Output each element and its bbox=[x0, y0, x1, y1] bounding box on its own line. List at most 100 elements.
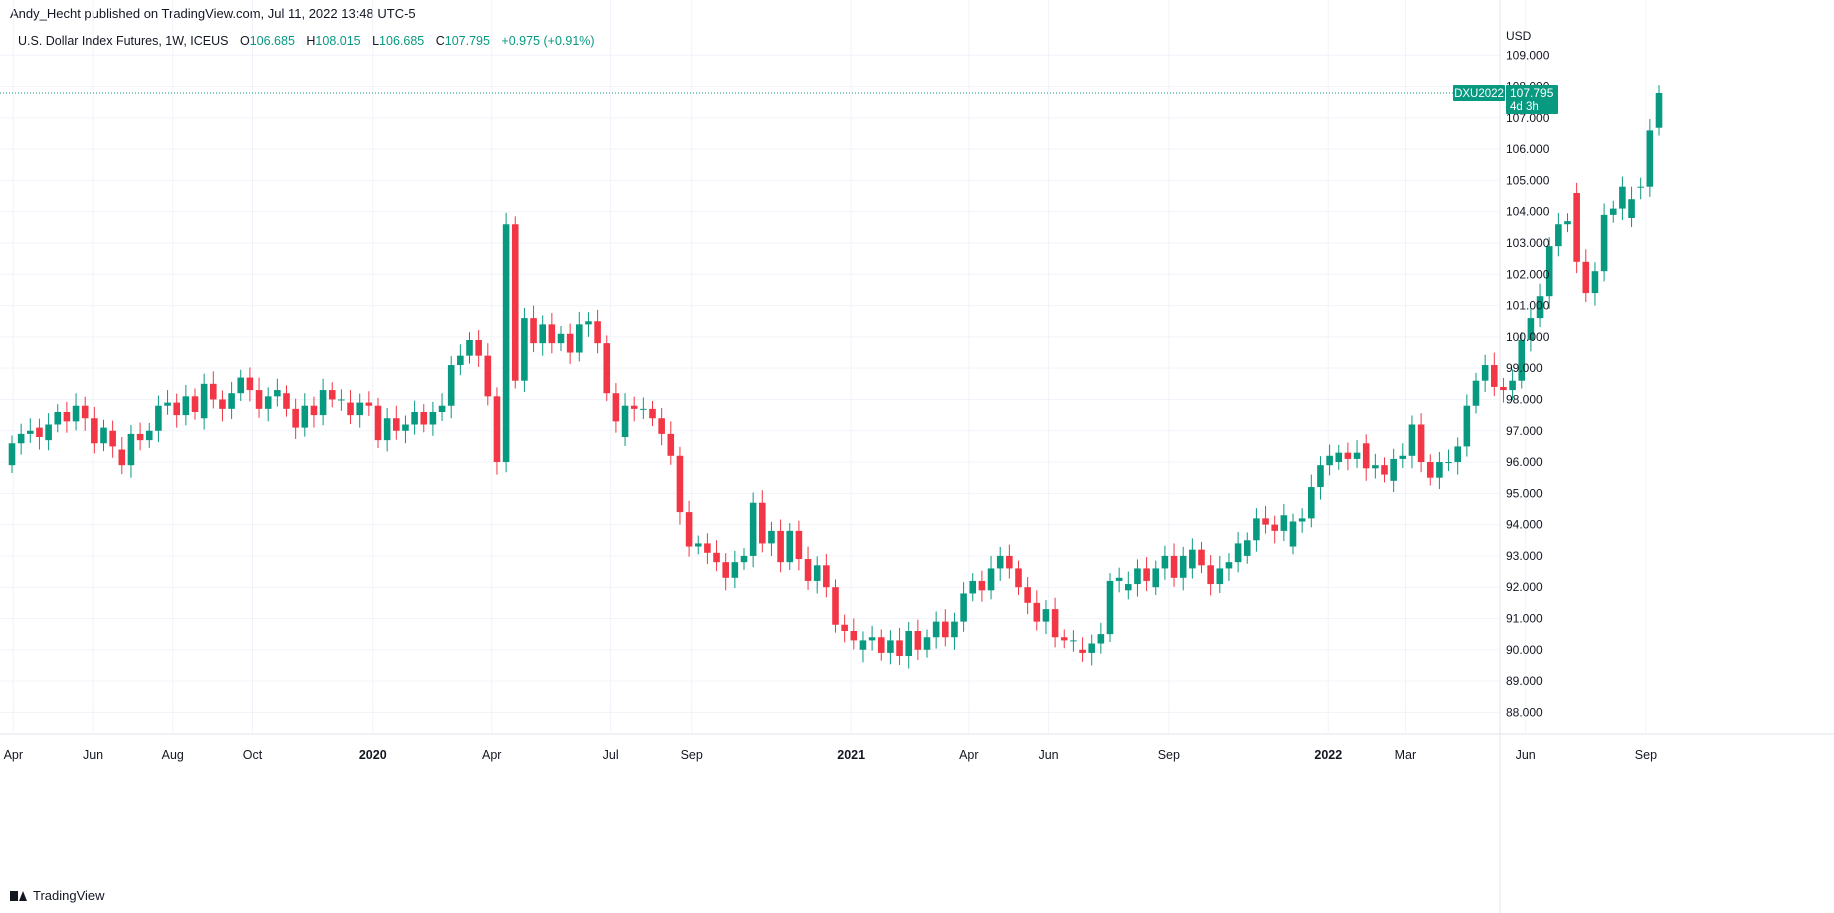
candle[interactable] bbox=[749, 492, 757, 568]
candle[interactable] bbox=[1555, 212, 1562, 257]
candle[interactable] bbox=[1042, 600, 1050, 635]
candle[interactable] bbox=[1216, 555, 1224, 594]
candle[interactable] bbox=[1518, 332, 1526, 389]
time-axis[interactable]: Apr Jun Aug Oct 2020 Apr Jul Sep 2021 Apr Jun Sep 20… bbox=[4, 748, 1658, 762]
candle[interactable] bbox=[905, 622, 912, 669]
candle[interactable] bbox=[1170, 543, 1178, 587]
candle[interactable] bbox=[1079, 637, 1086, 662]
candle[interactable] bbox=[383, 408, 391, 452]
candle[interactable] bbox=[731, 550, 739, 588]
candle[interactable] bbox=[374, 397, 382, 448]
candle[interactable] bbox=[145, 422, 153, 448]
candle[interactable] bbox=[1006, 544, 1013, 579]
candle[interactable] bbox=[1500, 377, 1507, 403]
candle[interactable] bbox=[100, 419, 107, 452]
candle[interactable] bbox=[1454, 437, 1461, 475]
candle[interactable] bbox=[81, 396, 89, 431]
candle[interactable] bbox=[475, 329, 482, 368]
candle[interactable] bbox=[1472, 372, 1480, 414]
candle[interactable] bbox=[457, 344, 464, 376]
candle[interactable] bbox=[740, 548, 748, 570]
candle[interactable] bbox=[942, 609, 949, 647]
candle[interactable] bbox=[521, 307, 528, 393]
candle[interactable] bbox=[704, 533, 711, 565]
candle[interactable] bbox=[1527, 307, 1535, 352]
candle[interactable] bbox=[987, 555, 995, 600]
candle[interactable] bbox=[1234, 532, 1242, 573]
candle[interactable] bbox=[1491, 352, 1498, 396]
candle[interactable] bbox=[1070, 630, 1077, 652]
candle[interactable] bbox=[1317, 456, 1324, 500]
candle[interactable] bbox=[393, 405, 400, 440]
candle[interactable] bbox=[237, 369, 245, 402]
candle[interactable] bbox=[951, 612, 958, 650]
candle[interactable] bbox=[347, 390, 354, 425]
candle[interactable] bbox=[228, 381, 235, 420]
candle[interactable] bbox=[1179, 546, 1187, 591]
candle[interactable] bbox=[713, 540, 720, 572]
footer-brand[interactable]: TradingView bbox=[10, 888, 105, 903]
candle[interactable] bbox=[1426, 454, 1434, 486]
candle[interactable] bbox=[1280, 503, 1288, 542]
candle[interactable] bbox=[1308, 474, 1315, 528]
candle[interactable] bbox=[1161, 545, 1169, 580]
candle[interactable] bbox=[1372, 453, 1379, 479]
candle[interactable] bbox=[365, 391, 373, 416]
candle[interactable] bbox=[1600, 203, 1608, 282]
candle[interactable] bbox=[1637, 177, 1644, 200]
candle[interactable] bbox=[200, 373, 208, 430]
candle[interactable] bbox=[612, 383, 620, 433]
candle[interactable] bbox=[402, 415, 409, 444]
candle[interactable] bbox=[777, 519, 784, 573]
candle[interactable] bbox=[155, 395, 162, 443]
candle[interactable] bbox=[1655, 85, 1663, 136]
candle[interactable] bbox=[1271, 515, 1278, 544]
candle[interactable] bbox=[1628, 186, 1635, 227]
candle[interactable] bbox=[511, 216, 519, 389]
candle[interactable] bbox=[1646, 119, 1654, 197]
candle[interactable] bbox=[1143, 557, 1150, 592]
candle[interactable] bbox=[786, 523, 794, 570]
candle[interactable] bbox=[813, 556, 821, 594]
candle[interactable] bbox=[640, 397, 647, 420]
candle[interactable] bbox=[530, 305, 537, 353]
candle[interactable] bbox=[1362, 434, 1370, 481]
candle[interactable] bbox=[411, 400, 418, 435]
candle[interactable] bbox=[823, 553, 830, 598]
candle[interactable] bbox=[274, 378, 281, 407]
candle[interactable] bbox=[804, 546, 812, 590]
candle[interactable] bbox=[1289, 513, 1297, 555]
candle[interactable] bbox=[1619, 176, 1626, 220]
candle[interactable] bbox=[1536, 283, 1544, 328]
candle[interactable] bbox=[658, 408, 665, 446]
candle[interactable] bbox=[502, 212, 510, 473]
candle[interactable] bbox=[896, 627, 903, 666]
candle[interactable] bbox=[1381, 457, 1388, 483]
candle[interactable] bbox=[832, 579, 839, 633]
candle[interactable] bbox=[1353, 440, 1361, 468]
candle[interactable] bbox=[420, 404, 428, 433]
candle[interactable] bbox=[173, 393, 180, 428]
candle[interactable] bbox=[292, 398, 299, 439]
candle[interactable] bbox=[1390, 448, 1397, 493]
candle[interactable] bbox=[859, 631, 867, 663]
candle[interactable] bbox=[996, 546, 1004, 581]
candle[interactable] bbox=[219, 390, 226, 422]
candle[interactable] bbox=[466, 332, 473, 364]
candle[interactable] bbox=[1243, 532, 1251, 564]
price-axis[interactable]: 88.000 89.000 90.000 91.000 92.000 93.000 94.0… bbox=[1506, 29, 1550, 719]
candle[interactable] bbox=[429, 401, 437, 436]
candle[interactable] bbox=[1298, 508, 1306, 533]
candle[interactable] bbox=[1591, 262, 1599, 306]
candle[interactable] bbox=[328, 382, 336, 408]
candle[interactable] bbox=[255, 377, 263, 418]
candle[interactable] bbox=[1189, 538, 1196, 579]
candle[interactable] bbox=[1106, 573, 1114, 642]
candle[interactable] bbox=[182, 384, 190, 426]
candle[interactable] bbox=[1253, 508, 1260, 552]
candle[interactable] bbox=[914, 619, 922, 660]
candle[interactable] bbox=[264, 387, 272, 422]
candle[interactable] bbox=[118, 437, 126, 475]
candle[interactable] bbox=[1481, 354, 1489, 393]
